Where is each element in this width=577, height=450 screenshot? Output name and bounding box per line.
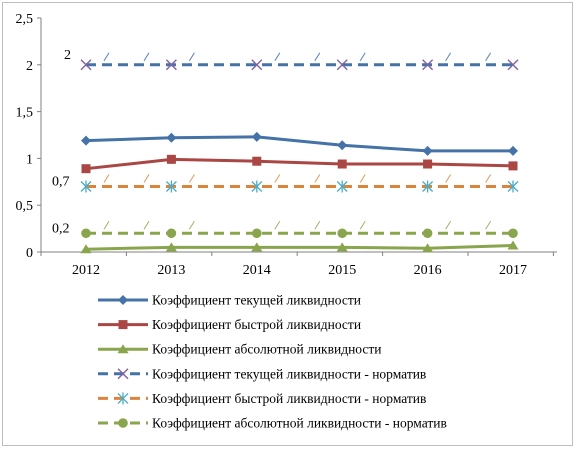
series-5-point — [336, 180, 348, 193]
norm-hatch-mark — [314, 52, 321, 62]
series-4-point — [422, 59, 434, 71]
series-3-point — [507, 240, 519, 250]
series-5-point — [251, 180, 263, 193]
norm-hatch-mark — [143, 221, 150, 230]
norm-annotation: 2 — [64, 48, 71, 63]
series-6-point — [508, 228, 518, 239]
norm-hatch-mark — [188, 174, 195, 183]
x-tick-label: 2016 — [414, 263, 442, 278]
legend-marker-5 — [117, 392, 129, 405]
series-2-point — [166, 154, 176, 164]
norm-hatch-mark — [314, 221, 321, 230]
legend-marker-3 — [117, 344, 129, 354]
norm-hatch-mark — [359, 174, 366, 183]
series-line-1 — [85, 135, 513, 153]
legend-label-1: Коэффициент текущей ликвидности — [152, 293, 361, 308]
series-6-point — [81, 228, 91, 239]
norm-hatch-mark — [314, 174, 321, 183]
x-tick-label: 2017 — [499, 263, 527, 278]
series-6-point — [422, 228, 433, 239]
series-2-point — [81, 164, 91, 174]
series-1-point — [422, 145, 433, 156]
legend-label-3: Коэффициент абсолютной ликвидности — [152, 342, 382, 357]
norm-hatch-mark — [274, 52, 281, 62]
norm-hatch-mark — [359, 221, 366, 230]
y-tick-label: 1,5 — [16, 106, 34, 121]
series-6-point — [251, 228, 262, 239]
series-6-point — [166, 228, 177, 239]
norm-hatch-mark — [143, 52, 150, 62]
norm-hatch-mark — [103, 221, 110, 230]
series-1-point — [81, 135, 91, 146]
norm-hatch-mark — [359, 52, 366, 62]
x-tick-label: 2014 — [243, 263, 271, 278]
series-4-point — [336, 59, 348, 71]
series-4-point — [80, 59, 92, 71]
norm-annotation: 0,2 — [52, 221, 70, 236]
norm-hatch-mark — [143, 174, 150, 183]
chart-frame — [2, 2, 573, 446]
series-line-2 — [85, 157, 514, 171]
x-tick-label: 2012 — [72, 263, 100, 278]
legend-label-5: Коэффициент быстрой ликвидности - нормат… — [152, 391, 426, 406]
series-3-point — [422, 243, 434, 253]
legend-marker-6 — [118, 418, 128, 428]
series-3-point — [251, 242, 263, 252]
norm-annotation: 0,7 — [52, 174, 70, 189]
norm-hatch-mark — [103, 52, 110, 62]
series-5-point — [165, 180, 177, 193]
series-2-point — [423, 159, 433, 169]
norm-hatch-mark — [445, 52, 452, 62]
x-tick-label: 2015 — [328, 263, 356, 278]
series-5-point — [80, 180, 92, 193]
series-line-3 — [85, 243, 514, 251]
norm-hatch-mark — [188, 221, 195, 230]
series-6-point — [337, 228, 348, 239]
legend: Коэффициент текущей ликвидности Коэффицие… — [98, 293, 447, 431]
series-2-point — [508, 161, 518, 171]
norm-hatch-mark — [274, 174, 281, 183]
y-tick-label: 2,5 — [16, 12, 34, 27]
series-1-point — [166, 132, 177, 143]
y-tick-label: 1 — [26, 152, 33, 167]
series-4-point — [251, 59, 263, 71]
series-1-point — [508, 145, 518, 156]
series-5-point — [422, 180, 434, 193]
series-3-point — [165, 242, 177, 252]
series-5-point — [507, 180, 519, 193]
norm-hatch-mark — [188, 52, 195, 62]
series-2-point — [337, 159, 347, 169]
series-3-point — [336, 242, 348, 252]
norm-hatch-mark — [103, 174, 110, 183]
norm-hatch-mark — [485, 52, 492, 62]
y-tick-label: 0 — [26, 246, 33, 261]
norm-hatch-mark — [485, 221, 492, 230]
x-tick-label: 2013 — [157, 263, 185, 278]
legend-label-6: Коэффициент абсолютной ликвидности - нор… — [152, 416, 447, 431]
legend-label-2: Коэффициент быстрой ликвидности — [152, 317, 361, 332]
norm-hatch-mark — [445, 221, 452, 230]
y-tick-label: 2 — [26, 59, 33, 74]
series-1-point — [251, 131, 262, 142]
legend-marker-2 — [118, 320, 128, 330]
series-1-point — [337, 140, 348, 151]
norm-hatch-mark — [485, 174, 492, 183]
series-2-point — [252, 156, 262, 166]
plot-area: 0 0,5 1 1,5 2 2,5 2012 2013 2014 2015 2016 2017 2 0,7… — [16, 12, 557, 278]
legend-label-4: Коэффициент текущей ликвидности - нормат… — [152, 366, 426, 381]
series-4-point — [165, 59, 177, 71]
norm-hatch-mark — [445, 174, 452, 183]
y-tick-label: 0,5 — [16, 199, 34, 214]
legend-marker-4 — [117, 368, 129, 380]
series-4-point — [507, 59, 519, 71]
norm-hatch-mark — [274, 221, 281, 230]
series-3-point — [80, 244, 92, 254]
legend-marker-1 — [118, 295, 128, 305]
